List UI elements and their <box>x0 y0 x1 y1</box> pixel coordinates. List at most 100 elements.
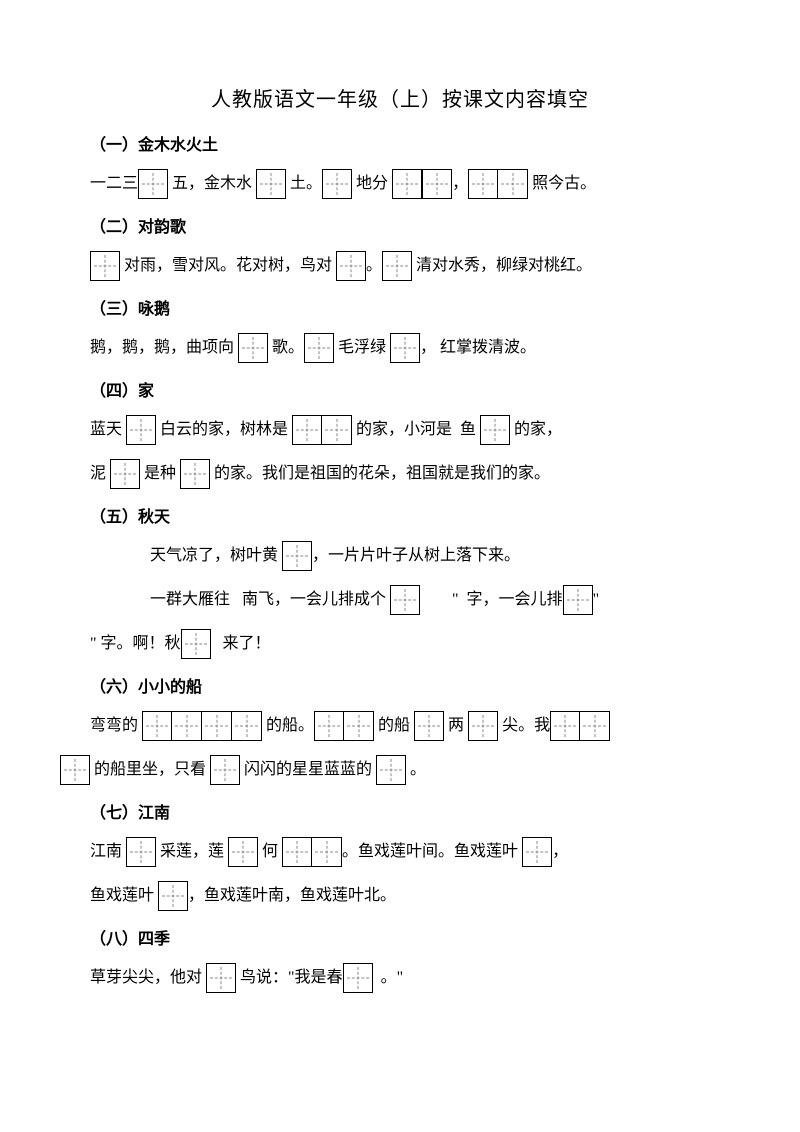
blank-box[interactable] <box>390 333 420 363</box>
blank-box[interactable] <box>110 459 140 489</box>
text: ，鱼戏莲叶南，鱼戏莲叶北。 <box>188 880 396 912</box>
text: 对雨，雪对风。花对树，鸟对 <box>120 250 336 282</box>
blank-box[interactable] <box>181 629 211 659</box>
blank-box[interactable] <box>180 459 210 489</box>
text: 弯弯的 <box>90 710 142 742</box>
blank-box[interactable] <box>343 963 373 993</box>
section-8-head: （八）四季 <box>90 932 710 948</box>
text: " 字。啊！秋 <box>90 628 181 660</box>
blank-box[interactable] <box>563 585 593 615</box>
text: ，一片片叶子从树上落下来。 <box>312 540 520 572</box>
text: 。" <box>373 962 404 994</box>
text: 江南 <box>90 836 126 868</box>
text: 泥 <box>90 458 110 490</box>
section-5-line-1: 天气凉了，树叶黄 ，一片片叶子从树上落下来。 <box>90 540 710 572</box>
section-5-line-2: 一群大雁往 南飞，一会儿排成个 " 字，一会儿排 " <box>90 584 710 616</box>
blank-box[interactable] <box>468 711 498 741</box>
blank-box[interactable] <box>138 169 168 199</box>
blank-box[interactable] <box>90 251 120 281</box>
section-4-line-1: 蓝天 白云的家，树林是 的家，小河是 鱼 的家， <box>90 414 710 446</box>
blank-box[interactable] <box>256 169 286 199</box>
text: 草芽尖尖，他对 <box>90 962 206 994</box>
blank-box[interactable] <box>158 881 188 911</box>
text: " <box>593 584 600 616</box>
text: " 字，一会儿排 <box>420 584 563 616</box>
section-2-head: （二）对韵歌 <box>90 220 710 236</box>
section-6-line-2: 的船里坐，只看 闪闪的星星蓝蓝的 。 <box>60 754 710 786</box>
section-8-line-1: 草芽尖尖，他对 鸟说："我是春 。" <box>90 962 710 994</box>
blank-box[interactable] <box>142 711 262 741</box>
text: 白云的家，树林是 <box>156 414 292 446</box>
section-7-line-2: 鱼戏莲叶 ，鱼戏莲叶南，鱼戏莲叶北。 <box>90 880 710 912</box>
text: 照今古。 <box>528 168 596 200</box>
blank-box[interactable] <box>228 837 258 867</box>
blank-box[interactable] <box>282 837 342 867</box>
text: 的家， <box>510 414 562 446</box>
text: 地分 <box>352 168 392 200</box>
blank-box[interactable] <box>238 333 268 363</box>
text: 歌。 <box>268 332 304 364</box>
text: 。 <box>366 250 382 282</box>
text: 的船里坐，只看 <box>90 754 210 786</box>
blank-box[interactable] <box>126 415 156 445</box>
text: 的船 <box>374 710 414 742</box>
text: 鸟说："我是春 <box>236 962 343 994</box>
page-title: 人教版语文一年级（上）按课文内容填空 <box>90 90 710 110</box>
text: 何 <box>258 836 282 868</box>
section-1-head: （一）金木水火土 <box>90 138 710 154</box>
text: 蓝天 <box>90 414 126 446</box>
blank-box[interactable] <box>422 169 452 199</box>
blank-box[interactable] <box>382 251 412 281</box>
blank-box[interactable] <box>522 837 552 867</box>
text: 来了！ <box>211 628 271 660</box>
section-7-head: （七）江南 <box>90 806 710 822</box>
blank-box[interactable] <box>550 711 610 741</box>
section-6-line-1: 弯弯的 的船。 的船 两 尖。我 <box>90 710 710 742</box>
section-5-head: （五）秋天 <box>90 510 710 526</box>
text: 是种 <box>140 458 180 490</box>
text: 鹅，鹅，鹅，曲项向 <box>90 332 238 364</box>
section-3-line: 鹅，鹅，鹅，曲项向 歌。 毛浮绿 ， 红掌拨清波。 <box>90 332 710 364</box>
text: 一群大雁往 南飞，一会儿排成个 <box>150 584 390 616</box>
section-3-head: （三）咏鹅 <box>90 302 710 318</box>
text: ， <box>552 836 568 868</box>
text: 闪闪的星星蓝蓝的 <box>240 754 376 786</box>
text: ， 红掌拨清波。 <box>420 332 536 364</box>
text: 的船。 <box>262 710 314 742</box>
blank-box[interactable] <box>206 963 236 993</box>
text: 天气凉了，树叶黄 <box>150 540 282 572</box>
blank-box[interactable] <box>336 251 366 281</box>
text: 一二三 <box>90 168 138 200</box>
blank-box[interactable] <box>292 415 352 445</box>
section-7-line-1: 江南 采莲，莲 何 。鱼戏莲叶间。鱼戏莲叶 ， <box>90 836 710 868</box>
blank-box[interactable] <box>314 711 374 741</box>
section-6-head: （六）小小的船 <box>90 680 710 696</box>
blank-box[interactable] <box>480 415 510 445</box>
text: ， <box>452 168 468 200</box>
blank-box[interactable] <box>282 541 312 571</box>
blank-box[interactable] <box>468 169 528 199</box>
section-4-line-2: 泥 是种 的家。我们是祖国的花朵，祖国就是我们的家。 <box>90 458 710 490</box>
text: 毛浮绿 <box>334 332 390 364</box>
text: 的家。我们是祖国的花朵，祖国就是我们的家。 <box>210 458 550 490</box>
blank-box[interactable] <box>304 333 334 363</box>
text: 采莲，莲 <box>156 836 228 868</box>
text: 鱼戏莲叶 <box>90 880 158 912</box>
text: 的家，小河是 鱼 <box>352 414 480 446</box>
text: 五，金木水 <box>168 168 256 200</box>
section-4-head: （四）家 <box>90 384 710 400</box>
text: 土。 <box>286 168 322 200</box>
blank-box[interactable] <box>126 837 156 867</box>
text: 两 <box>444 710 468 742</box>
section-5-line-3: " 字。啊！秋 来了！ <box>90 628 710 660</box>
blank-box[interactable] <box>390 585 420 615</box>
blank-box[interactable] <box>392 169 422 199</box>
blank-box[interactable] <box>376 755 406 785</box>
blank-box[interactable] <box>414 711 444 741</box>
blank-box[interactable] <box>210 755 240 785</box>
blank-box[interactable] <box>60 755 90 785</box>
blank-box[interactable] <box>322 169 352 199</box>
section-2-line: 对雨，雪对风。花对树，鸟对 。 清对水秀，柳绿对桃红。 <box>90 250 710 282</box>
text: 。 <box>406 754 426 786</box>
text: 。鱼戏莲叶间。鱼戏莲叶 <box>342 836 522 868</box>
